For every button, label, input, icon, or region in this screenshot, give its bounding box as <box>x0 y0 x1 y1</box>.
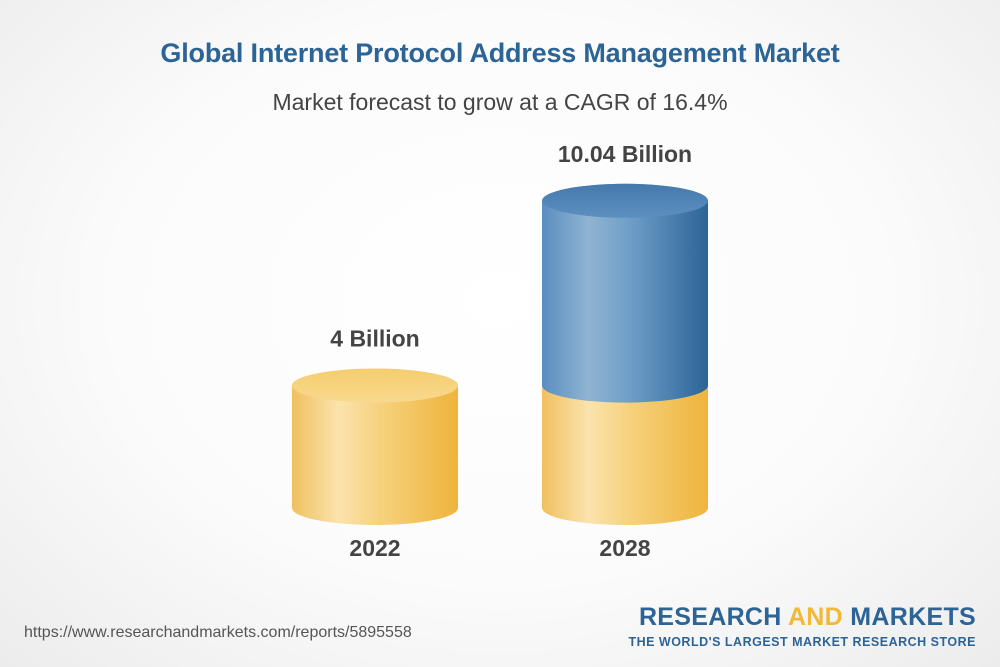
brand-logo: RESEARCH AND MARKETS THE WORLD'S LARGEST… <box>628 603 976 649</box>
source-url-link[interactable]: https://www.researchandmarkets.com/repor… <box>24 624 412 641</box>
chart-subtitle: Market forecast to grow at a CAGR of 16.… <box>272 89 728 115</box>
bar-2022-base-segment <box>292 368 458 525</box>
bar-2022-top <box>292 368 458 403</box>
brand-word-and: AND <box>787 603 844 631</box>
brand-word-research: RESEARCH <box>638 603 788 631</box>
brand-tagline: THE WORLD'S LARGEST MARKET RESEARCH STOR… <box>628 635 976 649</box>
brand-word-markets: MARKETS <box>843 603 976 631</box>
category-label-2028: 2028 <box>599 535 650 561</box>
bar-2028-top <box>542 183 708 218</box>
category-label-2022: 2022 <box>349 535 400 561</box>
brand-name: RESEARCH AND MARKETS <box>628 603 976 632</box>
bar-2028-growth-segment <box>542 183 708 403</box>
value-label-2028: 10.04 Billion <box>558 141 692 167</box>
bar-2028-base-segment <box>542 368 708 525</box>
value-label-2022: 4 Billion <box>330 326 419 352</box>
chart-title: Global Internet Protocol Address Managem… <box>160 38 840 68</box>
